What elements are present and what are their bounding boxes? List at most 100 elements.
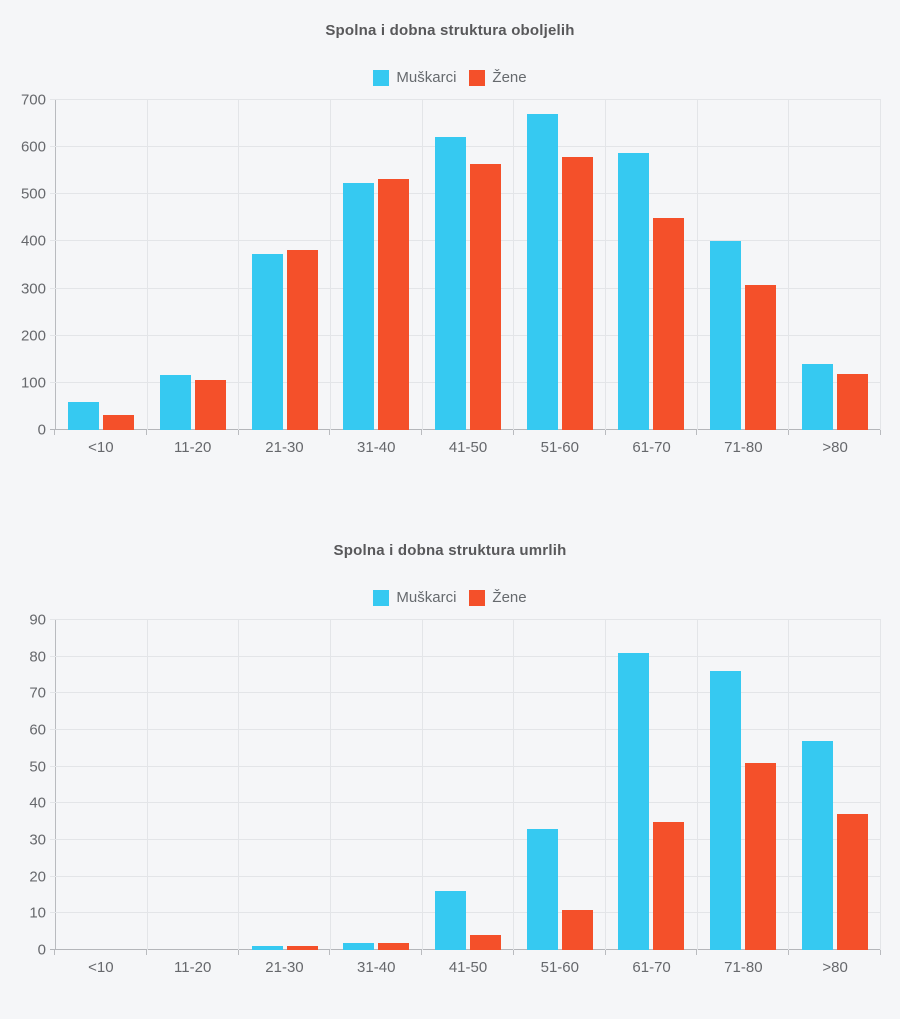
chart-oboljelih: Spolna i dobna struktura oboljelih Muška…: [0, 0, 900, 464]
x-axis-tick-label: 21-30: [265, 439, 304, 456]
category-cell: [606, 620, 698, 950]
bar-zene-21-30[interactable]: [286, 946, 318, 950]
bar-muskarci-<10[interactable]: [68, 401, 100, 430]
x-axis-tick-label: 61-70: [632, 439, 671, 456]
bar-muskarci-31-40[interactable]: [343, 182, 375, 430]
legend-item-muskarci[interactable]: Muškarci: [373, 69, 456, 86]
bar-zene-11-20[interactable]: [195, 379, 226, 430]
bar-muskarci->80[interactable]: [801, 741, 833, 950]
x-tick-mark: [145, 430, 147, 435]
bar-zene-31-40[interactable]: [378, 942, 410, 950]
bar-zene-31-40[interactable]: [378, 178, 410, 430]
bar-zene-<10[interactable]: [103, 415, 135, 430]
category-cell: [698, 100, 790, 430]
bar-zene->80[interactable]: [836, 814, 868, 950]
y-axis-tick-label: 0: [37, 941, 46, 959]
muskarci-swatch-icon: [373, 589, 390, 606]
x-tick-mark: [329, 430, 331, 435]
bar-zene-51-60[interactable]: [561, 909, 593, 950]
x-tick-mark: [604, 950, 606, 955]
bar-muskarci-61-70[interactable]: [618, 653, 650, 950]
category-cell: [56, 100, 148, 430]
y-axis-tick-label: 90: [29, 611, 46, 629]
legend-item-zene[interactable]: Žene: [469, 69, 527, 86]
x-tick-mark: [788, 430, 790, 435]
category-cell: [698, 620, 790, 950]
x-tick-mark: [880, 430, 881, 435]
bar-muskarci-51-60[interactable]: [526, 829, 558, 950]
y-axis-tick-label: 700: [20, 91, 46, 109]
bar-muskarci-21-30[interactable]: [251, 254, 283, 430]
bar-muskarci-71-80[interactable]: [710, 671, 742, 950]
muskarci-swatch-icon: [373, 69, 390, 86]
x-tick-mark: [788, 950, 790, 955]
legend-oboljelih: Muškarci Žene: [0, 69, 900, 86]
gridline: [50, 765, 881, 767]
category-cell: [331, 100, 423, 430]
x-tick-mark: [512, 950, 514, 955]
y-axis-tick-label: 10: [29, 904, 46, 922]
y-axis-tick-label: 60: [29, 721, 46, 739]
x-axis-tick-label: 71-80: [724, 439, 763, 456]
legend-label-zene: Žene: [492, 589, 527, 606]
x-axis-tick-label: 11-20: [174, 439, 212, 456]
bar-muskarci->80[interactable]: [801, 364, 833, 430]
y-axis-tick-label: 20: [29, 868, 46, 886]
y-axis-tick-label: 200: [20, 327, 46, 345]
x-axis-tick-label: 11-20: [174, 959, 212, 976]
gridline: [50, 839, 881, 840]
legend-label-zene: Žene: [492, 69, 527, 86]
bar-muskarci-61-70[interactable]: [618, 152, 650, 430]
chart-title-oboljelih: Spolna i dobna struktura oboljelih: [325, 22, 575, 39]
bar-zene->80[interactable]: [836, 373, 868, 430]
bar-muskarci-41-50[interactable]: [435, 137, 467, 430]
category-cell: [331, 620, 423, 950]
x-axis-tick-label: 71-80: [724, 959, 763, 976]
category-cell: [514, 620, 607, 950]
y-axis-tick-label: 80: [29, 648, 46, 666]
bar-muskarci-21-30[interactable]: [251, 946, 283, 950]
gridline: [50, 619, 881, 620]
bar-muskarci-31-40[interactable]: [343, 942, 375, 950]
category-cell: [239, 100, 332, 430]
bar-muskarci-71-80[interactable]: [710, 240, 742, 430]
x-axis-tick-label: 61-70: [632, 959, 671, 976]
bar-zene-41-50[interactable]: [470, 935, 502, 950]
bar-zene-71-80[interactable]: [745, 763, 777, 950]
gridline: [50, 99, 881, 100]
chart-title-umrlih: Spolna i dobna struktura umrlih: [333, 542, 567, 559]
bar-zene-71-80[interactable]: [745, 284, 777, 430]
x-tick-mark: [329, 950, 331, 955]
y-axis-tick-label: 70: [29, 684, 46, 702]
bar-zene-61-70[interactable]: [653, 821, 685, 950]
legend-item-zene[interactable]: Žene: [469, 589, 527, 606]
bar-zene-61-70[interactable]: [653, 217, 685, 430]
gridline: [50, 729, 881, 730]
bar-muskarci-11-20[interactable]: [160, 374, 191, 430]
categories-row: [56, 620, 882, 950]
legend-label-muskarci: Muškarci: [396, 589, 457, 606]
gridline: [50, 655, 881, 657]
x-axis-tick-label: >80: [822, 959, 848, 976]
category-cell: [789, 620, 882, 950]
x-tick-mark: [512, 430, 514, 435]
y-axis-tick-label: 0: [37, 421, 46, 439]
bar-zene-51-60[interactable]: [561, 156, 593, 430]
x-axis-tick-label: <10: [88, 439, 114, 456]
x-tick-mark: [54, 950, 55, 955]
x-tick-mark: [421, 950, 423, 955]
category-cell: [148, 620, 240, 950]
bar-zene-41-50[interactable]: [470, 164, 502, 430]
bar-muskarci-51-60[interactable]: [526, 114, 558, 430]
y-axis-tick-label: 600: [20, 138, 46, 156]
x-axis-labels: <10 11-20 21-30 31-40 41-50 51-60 61-70 71-80 >8…: [54, 950, 881, 984]
bar-muskarci-41-50[interactable]: [435, 891, 467, 950]
x-tick-mark: [237, 430, 239, 435]
bar-zene-21-30[interactable]: [286, 250, 318, 430]
legend-item-muskarci[interactable]: Muškarci: [373, 589, 456, 606]
x-tick-mark: [880, 950, 881, 955]
x-axis-tick-label: >80: [822, 439, 848, 456]
y-axis-tick-label: 100: [20, 374, 46, 392]
gridline: [50, 692, 881, 694]
legend-label-muskarci: Muškarci: [396, 69, 457, 86]
